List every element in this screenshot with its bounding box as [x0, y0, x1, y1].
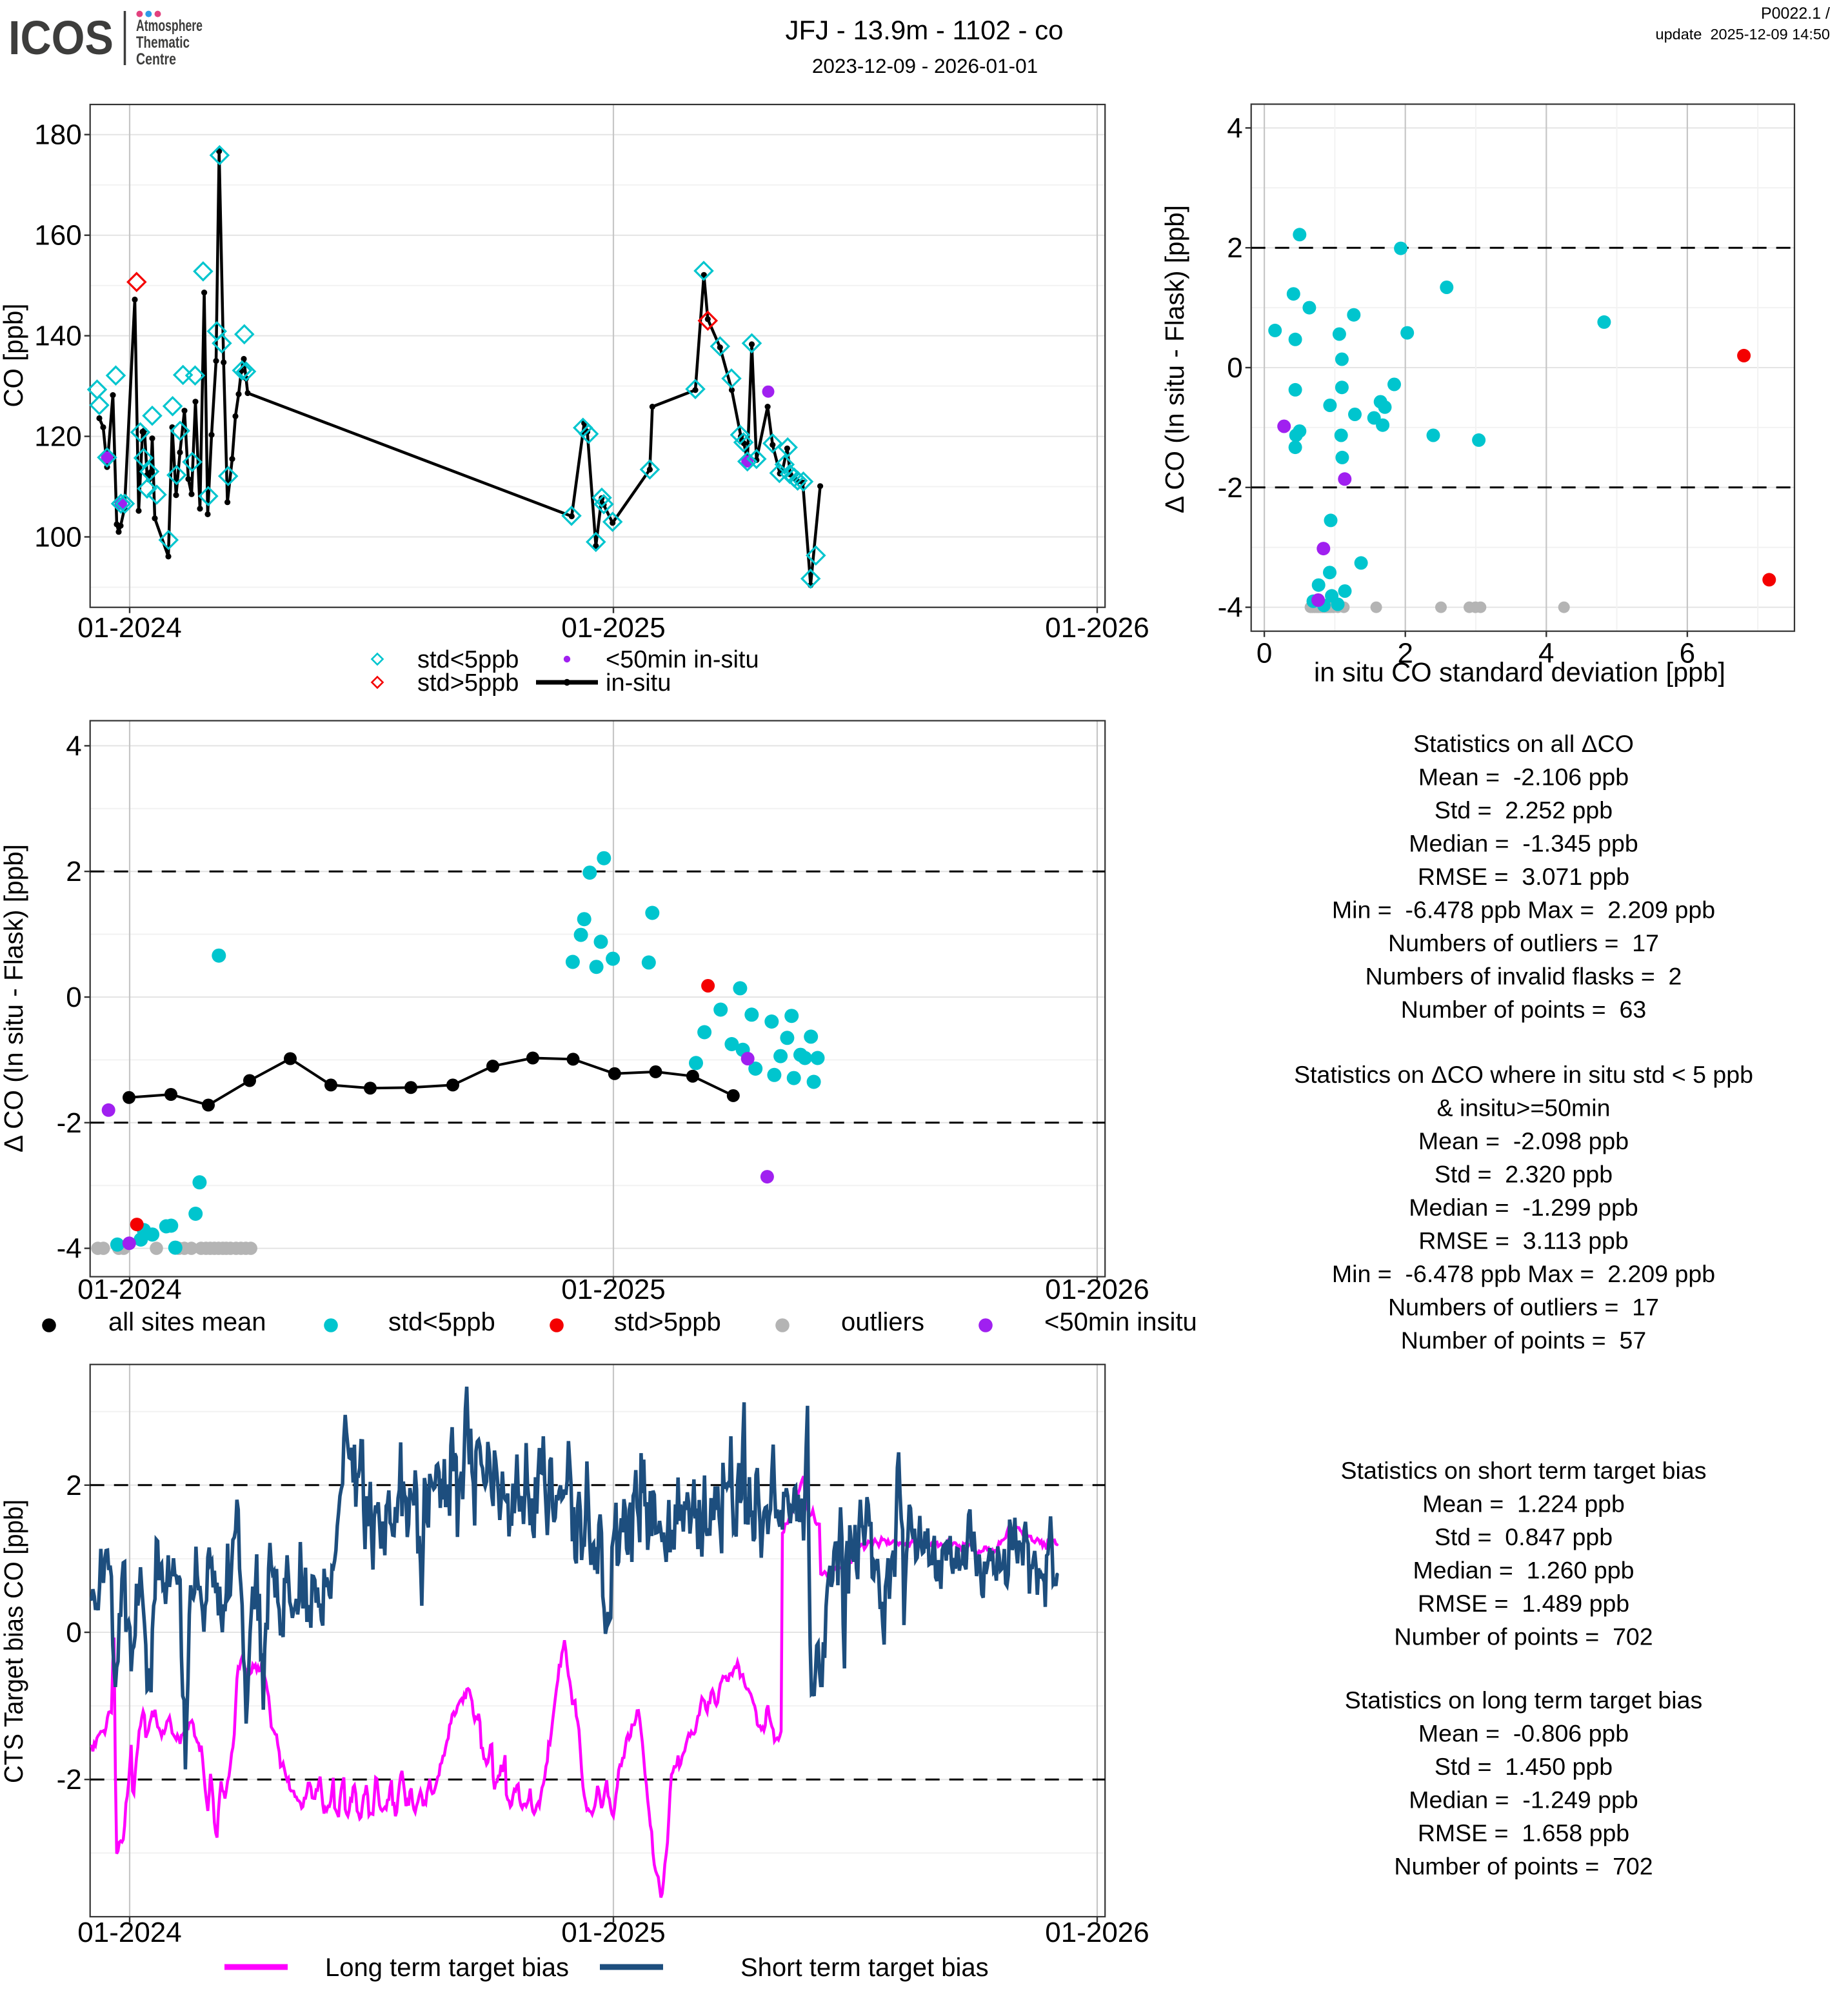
- svg-text:Statistics on short term targe: Statistics on short term target bias: [1341, 1457, 1707, 1484]
- svg-text:180: 180: [34, 119, 81, 151]
- svg-text:all sites mean: all sites mean: [108, 1308, 266, 1336]
- svg-text:RMSE = 3.113 ppb: RMSE = 3.113 ppb: [1418, 1227, 1629, 1254]
- svg-text:Min = -6.478 ppb Max = 2.209: Min = -6.478 ppb Max = 2.209 ppb: [1332, 896, 1715, 924]
- svg-text:in-situ: in-situ: [606, 669, 671, 697]
- svg-text:-2: -2: [57, 1764, 82, 1795]
- svg-text:4: 4: [66, 730, 81, 762]
- svg-text:<50min insitu: <50min insitu: [1044, 1308, 1197, 1336]
- svg-text:ICOS: ICOS: [8, 11, 114, 64]
- svg-text:Number of points = 63: Number of points = 63: [1401, 996, 1646, 1023]
- svg-text:2: 2: [66, 856, 81, 887]
- svg-text:outliers: outliers: [841, 1308, 924, 1336]
- svg-text:2: 2: [1227, 232, 1242, 264]
- svg-text:Std = 2.252 ppb: Std = 2.252 ppb: [1435, 796, 1613, 824]
- svg-text:Thematic: Thematic: [136, 34, 190, 52]
- svg-text:Atmosphere: Atmosphere: [136, 17, 203, 35]
- svg-text:Statistics on ΔCO where in sit: Statistics on ΔCO where in situ std < 5 …: [1294, 1061, 1753, 1088]
- svg-text:P0022.1 /: P0022.1 /: [1761, 5, 1830, 23]
- svg-text:<50min in-situ: <50min in-situ: [606, 646, 759, 673]
- svg-text:Mean = -0.806 ppb: Mean = -0.806 ppb: [1418, 1720, 1629, 1747]
- svg-text:Numbers of outliers = 17: Numbers of outliers = 17: [1388, 929, 1659, 956]
- svg-text:Median = -1.249 ppb: Median = -1.249 ppb: [1409, 1786, 1638, 1814]
- svg-text:01-2025: 01-2025: [561, 612, 665, 644]
- svg-text:Median = 1.260 ppb: Median = 1.260 ppb: [1413, 1557, 1634, 1584]
- svg-text:0: 0: [66, 982, 81, 1013]
- svg-text:Mean = -2.098 ppb: Mean = -2.098 ppb: [1418, 1127, 1629, 1154]
- svg-text:Std = 2.320 ppb: Std = 2.320 ppb: [1435, 1161, 1613, 1188]
- svg-text:RMSE = 1.658 ppb: RMSE = 1.658 ppb: [1418, 1819, 1629, 1846]
- svg-text:-2: -2: [1218, 472, 1243, 504]
- svg-text:CTS Target bias CO [ppb]: CTS Target bias CO [ppb]: [0, 1499, 28, 1783]
- svg-text:Numbers of invalid flasks = 2: Numbers of invalid flasks = 2: [1366, 963, 1682, 990]
- svg-text:140: 140: [34, 321, 81, 352]
- svg-text:01-2024: 01-2024: [77, 1917, 181, 1948]
- svg-text:Number of points = 702: Number of points = 702: [1394, 1853, 1653, 1880]
- svg-text:2: 2: [1397, 638, 1413, 669]
- svg-text:Centre: Centre: [136, 50, 176, 68]
- svg-text:01-2026: 01-2026: [1045, 612, 1149, 644]
- svg-text:Mean = -2.106 ppb: Mean = -2.106 ppb: [1418, 764, 1629, 791]
- svg-text:std<5ppb: std<5ppb: [388, 1308, 495, 1336]
- svg-text:Mean = 1.224 ppb: Mean = 1.224 ppb: [1422, 1490, 1625, 1518]
- svg-text:Number of points = 57: Number of points = 57: [1401, 1327, 1646, 1354]
- svg-text:Median = -1.345 ppb: Median = -1.345 ppb: [1409, 830, 1638, 857]
- svg-text:JFJ - 13.9m - 1102 - co: JFJ - 13.9m - 1102 - co: [785, 15, 1063, 45]
- svg-text:Short term target bias: Short term target bias: [740, 1953, 989, 1982]
- svg-text:& insitu>=50min: & insitu>=50min: [1437, 1094, 1611, 1122]
- svg-text:Δ CO (In situ - Flask) [ppb]: Δ CO (In situ - Flask) [ppb]: [0, 844, 28, 1152]
- svg-text:in situ CO standard deviation: in situ CO standard deviation [ppb]: [1314, 657, 1725, 687]
- svg-text:Min = -6.478 ppb Max = 2.209: Min = -6.478 ppb Max = 2.209 ppb: [1332, 1260, 1715, 1287]
- svg-text:2: 2: [66, 1470, 81, 1501]
- svg-text:120: 120: [34, 421, 81, 453]
- svg-text:Numbers of outliers = 17: Numbers of outliers = 17: [1388, 1294, 1659, 1321]
- svg-text:Std = 0.847 ppb: Std = 0.847 ppb: [1435, 1523, 1613, 1550]
- svg-text:160: 160: [34, 220, 81, 252]
- svg-text:Statistics on long term target: Statistics on long term target bias: [1345, 1686, 1702, 1714]
- svg-text:-2: -2: [57, 1107, 82, 1139]
- svg-text:01-2024: 01-2024: [77, 612, 181, 644]
- svg-text:4: 4: [1538, 638, 1554, 669]
- svg-text:RMSE = 3.071 ppb: RMSE = 3.071 ppb: [1418, 863, 1629, 890]
- svg-text:01-2024: 01-2024: [77, 1274, 181, 1305]
- svg-text:update 2025-12-09 14:50: update 2025-12-09 14:50: [1656, 26, 1830, 43]
- svg-text:Long term target bias: Long term target bias: [325, 1953, 569, 1982]
- svg-text:CO [ppb]: CO [ppb]: [0, 304, 28, 408]
- svg-text:Number of points = 702: Number of points = 702: [1394, 1623, 1653, 1650]
- svg-text:6: 6: [1680, 638, 1695, 669]
- svg-text:Δ CO (In situ - Flask) [ppb]: Δ CO (In situ - Flask) [ppb]: [1160, 205, 1189, 513]
- svg-text:-4: -4: [57, 1233, 82, 1265]
- svg-text:4: 4: [1227, 112, 1242, 144]
- svg-text:01-2025: 01-2025: [561, 1917, 665, 1948]
- svg-text:-4: -4: [1218, 592, 1243, 624]
- svg-text:RMSE = 1.489 ppb: RMSE = 1.489 ppb: [1418, 1590, 1629, 1617]
- svg-text:100: 100: [34, 522, 81, 553]
- svg-text:Statistics on all ΔCO: Statistics on all ΔCO: [1413, 730, 1634, 757]
- svg-text:0: 0: [1257, 638, 1272, 669]
- svg-text:01-2025: 01-2025: [561, 1274, 665, 1305]
- svg-text:01-2026: 01-2026: [1045, 1274, 1149, 1305]
- svg-text:0: 0: [1227, 352, 1242, 384]
- svg-text:0: 0: [66, 1617, 81, 1648]
- svg-text:std>5ppb: std>5ppb: [614, 1308, 721, 1336]
- svg-text:Std = 1.450 ppb: Std = 1.450 ppb: [1435, 1753, 1613, 1780]
- svg-text:2023-12-09 - 2026-01-01: 2023-12-09 - 2026-01-01: [812, 54, 1038, 77]
- svg-text:std>5ppb: std>5ppb: [417, 669, 519, 697]
- svg-text:Median = -1.299 ppb: Median = -1.299 ppb: [1409, 1194, 1638, 1221]
- svg-text:01-2026: 01-2026: [1045, 1917, 1149, 1948]
- svg-text:std<5ppb: std<5ppb: [417, 646, 519, 673]
